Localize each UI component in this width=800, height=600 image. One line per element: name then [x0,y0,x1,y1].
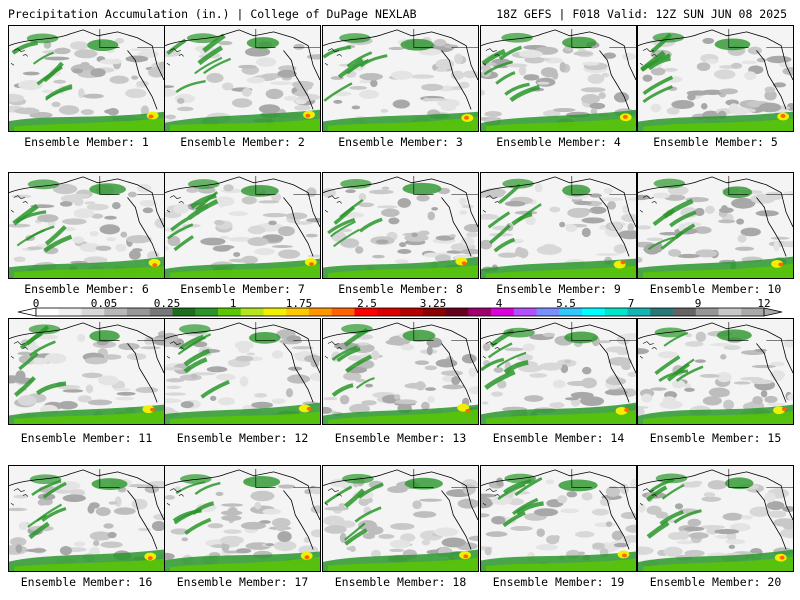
header: Precipitation Accumulation (in.) | Colle… [0,0,800,22]
ensemble-member-map [637,465,794,572]
colorbar-bin [468,308,492,316]
ensemble-member-label: Ensemble Member: 7 [180,282,305,296]
colorbar-tick-label: 1.75 [285,297,313,310]
ensemble-member-map [480,318,637,425]
ensemble-member-label: Ensemble Member: 11 [20,431,153,445]
ensemble-member-label: Ensemble Member: 3 [338,135,463,149]
ensemble-member-label: Ensemble Member: 12 [176,431,309,445]
colorbar-tick-label: 4 [495,297,503,310]
ensemble-member-map [637,25,794,132]
colorbar-bin [400,308,424,316]
colorbar-bin [718,308,742,316]
ensemble-member-map [480,172,637,279]
colorbar-bin [377,308,401,316]
colorbar-bin [81,308,105,316]
ensemble-member-map [480,465,637,572]
ensemble-member-label: Ensemble Member: 1 [24,135,149,149]
colorbar-tick-label: 3.25 [419,297,447,310]
colorbar-bin [195,308,219,316]
ensemble-member-map [164,465,321,572]
colorbar-bin [422,308,446,316]
colorbar-tick-label: 9 [694,297,702,310]
colorbar-tick-label: 0 [32,297,40,310]
ensemble-member-map [322,318,479,425]
ensemble-member-map [8,318,165,425]
colorbar-bin [263,308,287,316]
ensemble-member-map [322,172,479,279]
model-run-info: 18Z GEFS | F018 Valid: 12Z SUN JUN 08 20… [496,7,787,21]
ensemble-member-label: Ensemble Member: 17 [176,575,309,589]
ensemble-member-map [637,318,794,425]
colorbar-bin [58,308,82,316]
ensemble-member-map [164,172,321,279]
ensemble-member-label: Ensemble Member: 9 [496,282,621,296]
ensemble-member-label: Ensemble Member: 16 [20,575,153,589]
colorbar-tick-label: 5.5 [556,297,576,310]
ensemble-member-label: Ensemble Member: 20 [649,575,782,589]
ensemble-member-label: Ensemble Member: 10 [649,282,782,296]
colorbar-bin [741,308,765,316]
ensemble-member-label: Ensemble Member: 4 [496,135,621,149]
colorbar-tick-label: 12 [757,297,771,310]
colorbar-bin [582,308,606,316]
colorbar-bin [127,308,151,316]
colorbar-tick-label: 1 [229,297,237,310]
colorbar-bin [627,308,651,316]
colorbar-bin [240,308,264,316]
colorbar-bin [604,308,628,316]
precipitation-colorbar [17,307,783,317]
colorbar-bin [286,308,310,316]
colorbar-bin [695,308,719,316]
ensemble-member-label: Ensemble Member: 19 [492,575,625,589]
ensemble-member-label: Ensemble Member: 5 [653,135,778,149]
colorbar-bin [650,308,674,316]
map-title: Precipitation Accumulation (in.) | Colle… [8,7,417,21]
ensemble-member-map [480,25,637,132]
ensemble-member-map [164,318,321,425]
colorbar-bin [536,308,560,316]
ensemble-member-map [164,25,321,132]
colorbar-bin [445,308,469,316]
colorbar-bin [218,308,242,316]
colorbar-bin [36,308,60,316]
colorbar-bin [513,308,537,316]
ensemble-member-label: Ensemble Member: 2 [180,135,305,149]
ensemble-member-map [322,465,479,572]
colorbar-tick-label: 0.05 [90,297,118,310]
ensemble-member-label: Ensemble Member: 15 [649,431,782,445]
colorbar-tick-label: 0.25 [153,297,181,310]
ensemble-member-map [8,25,165,132]
colorbar-bin [673,308,697,316]
colorbar-bin [149,308,173,316]
colorbar-tick-label: 7 [627,297,635,310]
ensemble-member-label: Ensemble Member: 6 [24,282,149,296]
ensemble-member-map [8,465,165,572]
colorbar-right-arrow [763,307,783,317]
ensemble-member-label: Ensemble Member: 18 [334,575,467,589]
ensemble-member-label: Ensemble Member: 13 [334,431,467,445]
colorbar-bin [172,308,196,316]
colorbar-bin [559,308,583,316]
ensemble-member-label: Ensemble Member: 8 [338,282,463,296]
colorbar-bin [354,308,378,316]
ensemble-member-map [322,25,479,132]
colorbar-bin [309,308,333,316]
ensemble-member-map [637,172,794,279]
colorbar-bin [331,308,355,316]
colorbar-bin [491,308,515,316]
colorbar-tick-labels: 0 0.05 0.25 1 1.75 2.5 3.25 4 5.5 7 9 12 [0,297,800,310]
ensemble-member-map [8,172,165,279]
colorbar-tick-label: 2.5 [357,297,377,310]
ensemble-member-label: Ensemble Member: 14 [492,431,625,445]
colorbar-bin [104,308,128,316]
